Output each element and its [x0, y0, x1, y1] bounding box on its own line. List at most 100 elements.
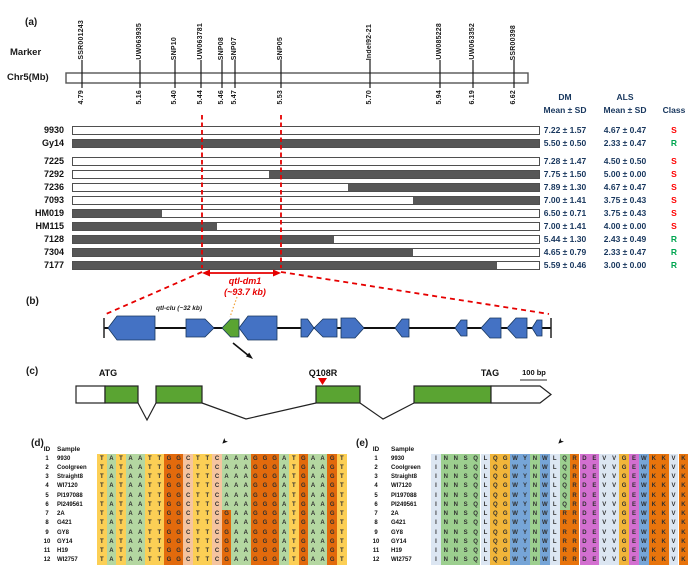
- sequence-cell: T: [154, 518, 165, 528]
- class-value: S: [671, 156, 677, 166]
- sequence-cell: A: [317, 491, 328, 501]
- sequence-cell: L: [480, 500, 491, 510]
- sequence-cell: G: [260, 509, 270, 519]
- sample-name: WI2757: [57, 557, 78, 564]
- sequence-cell: A: [221, 481, 232, 491]
- sequence-cell: V: [609, 472, 620, 482]
- sequence-cell: Q: [470, 518, 481, 528]
- sequence-cell: V: [668, 463, 679, 473]
- sequence-cell: N: [450, 500, 461, 510]
- sequence-cell: S: [460, 472, 471, 482]
- sequence-cell: G: [298, 500, 309, 510]
- intron2-line: [201, 402, 317, 420]
- sequence-cell: E: [589, 472, 600, 482]
- gene-arrow-blue: [454, 319, 468, 337]
- sequence-cell: C: [183, 500, 193, 510]
- sequence-cell: N: [530, 463, 540, 473]
- marker-position: 5.47: [231, 90, 238, 105]
- sequence-cell: G: [619, 491, 629, 501]
- sequence-cell: G: [269, 546, 280, 556]
- sequence-cell: A: [241, 500, 251, 510]
- sequence-cell: Q: [559, 472, 570, 482]
- marker-name: UW063781: [197, 23, 204, 60]
- sequence-cell: T: [202, 555, 213, 565]
- haplotype-bar: [72, 209, 540, 218]
- sequence-cell: Y: [520, 491, 530, 501]
- sequence-cell: G: [619, 454, 629, 464]
- sequence-cell: I: [431, 546, 441, 556]
- sequence-cell: T: [202, 509, 213, 519]
- class-value: R: [670, 234, 678, 244]
- sequence-cell: A: [135, 528, 145, 538]
- sequence-cell: G: [250, 518, 261, 528]
- als-value: 3.75 ± 0.43: [603, 195, 647, 205]
- sequence-cell: T: [154, 454, 165, 464]
- sequence-cell: G: [164, 528, 174, 538]
- sequence-cell: G: [221, 518, 232, 528]
- sequence-cell: T: [116, 481, 126, 491]
- sequence-cell: C: [212, 463, 222, 473]
- sequence-cell: T: [97, 537, 107, 547]
- sample-name: WI7120: [57, 483, 78, 490]
- sequence-cell: C: [212, 509, 222, 519]
- sequence-cell: W: [638, 472, 649, 482]
- sequence-cell: N: [450, 537, 461, 547]
- sequence-cell: G: [164, 491, 174, 501]
- sequence-cell: A: [221, 454, 232, 464]
- sequence-cell: G: [173, 463, 184, 473]
- sequence-cell: A: [279, 472, 289, 482]
- sequence-cell: R: [559, 546, 570, 556]
- panel-e-label: (e): [356, 438, 369, 449]
- sequence-cell: Q: [470, 509, 481, 519]
- sequence-cell: N: [530, 472, 540, 482]
- sequence-cell: V: [599, 472, 610, 482]
- sequence-cell: A: [308, 555, 318, 565]
- sequence-cell: W: [539, 555, 550, 565]
- sequence-cell: A: [231, 528, 241, 538]
- sequence-cell: A: [135, 537, 145, 547]
- sequence-cell: G: [250, 463, 261, 473]
- utr5-box: [75, 385, 106, 404]
- als-value: 4.00 ± 0.00: [603, 221, 647, 231]
- class-value: S: [671, 208, 677, 218]
- sequence-cell: A: [125, 509, 136, 519]
- row-id: 4: [374, 483, 378, 490]
- sequence-cell: C: [212, 546, 222, 556]
- sequence-cell: C: [212, 528, 222, 538]
- sequence-cell: C: [212, 491, 222, 501]
- sequence-cell: T: [193, 518, 203, 528]
- sequence-cell: V: [599, 463, 610, 473]
- haplotype-segment-open: [161, 210, 539, 217]
- sequence-cell: A: [106, 537, 117, 547]
- sequence-cell: A: [308, 546, 318, 556]
- sequence-cell: V: [599, 555, 610, 565]
- gene-arrow-blue: [394, 318, 410, 338]
- sequence-cell: G: [298, 528, 309, 538]
- sequence-cell: R: [569, 454, 580, 464]
- sequence-cell: L: [549, 528, 560, 538]
- sequence-cell: S: [460, 454, 471, 464]
- sequence-cell: T: [116, 546, 126, 556]
- sample-name: H19: [391, 548, 403, 554]
- sequence-cell: T: [202, 500, 213, 510]
- marker-name: SSR00398: [510, 24, 517, 60]
- haplotype-segment-open: [497, 262, 539, 269]
- sequence-cell: Q: [490, 555, 501, 565]
- sequence-cell: A: [106, 509, 117, 519]
- sequence-cell: Q: [490, 546, 501, 556]
- sequence-cell: E: [589, 555, 600, 565]
- gene-arrow-blue: [238, 315, 278, 341]
- sequence-cell: A: [106, 463, 117, 473]
- sequence-cell: A: [135, 454, 145, 464]
- sequence-cell: G: [173, 518, 184, 528]
- sequence-cell: T: [193, 472, 203, 482]
- exon1-box: [104, 385, 139, 404]
- exon4-box: [413, 385, 492, 404]
- haplotype-segment-dark: [73, 249, 414, 256]
- sample-name: GY8: [57, 529, 70, 536]
- sequence-cell: W: [638, 528, 649, 538]
- gene-arrow-blue: [313, 318, 338, 338]
- sequence-cell: K: [678, 518, 689, 528]
